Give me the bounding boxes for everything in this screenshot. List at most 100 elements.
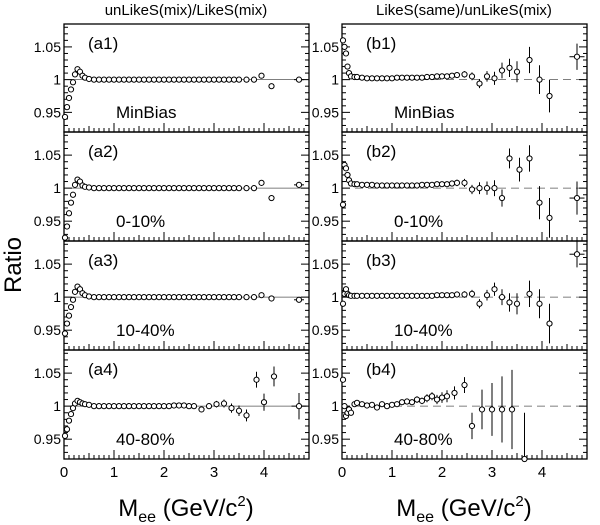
marker [398, 399, 406, 406]
marker [358, 292, 366, 299]
marker [413, 74, 421, 81]
marker [145, 294, 153, 301]
data-point [413, 74, 421, 81]
data-point [145, 403, 153, 410]
data-point [448, 292, 456, 299]
data-point [213, 400, 220, 408]
data-point [438, 392, 446, 403]
marker [373, 404, 381, 411]
data-point [342, 50, 350, 57]
marker [185, 185, 193, 192]
data-point [85, 75, 93, 83]
marker [418, 181, 426, 188]
marker [165, 185, 173, 192]
marker [573, 53, 581, 60]
y-tick-label: 1 [53, 180, 61, 196]
marker [339, 37, 347, 44]
marker [513, 300, 521, 307]
data-point [378, 182, 386, 189]
marker [403, 292, 411, 299]
data-point [451, 386, 458, 400]
marker [105, 76, 113, 83]
data-point [120, 185, 128, 192]
marker [453, 71, 461, 79]
data-point [268, 295, 275, 302]
y-tick-label: 0.95 [312, 431, 339, 447]
marker [268, 83, 275, 90]
marker [115, 185, 123, 192]
marker [461, 381, 468, 389]
data-point [433, 181, 441, 188]
marker [403, 398, 411, 405]
data-point [95, 294, 103, 301]
data-point [220, 399, 228, 408]
data-point [339, 300, 347, 307]
data-point [170, 402, 178, 409]
x-tick-label: 2 [438, 464, 446, 481]
marker [295, 403, 303, 410]
data-point [428, 392, 436, 401]
marker [213, 401, 220, 408]
data-point [100, 403, 108, 410]
marker [491, 286, 498, 293]
marker [105, 294, 113, 301]
data-point [190, 294, 198, 301]
marker [476, 300, 483, 307]
data-point [200, 76, 208, 83]
data-point [120, 403, 128, 410]
data-point [150, 294, 158, 301]
marker [368, 75, 376, 82]
marker [165, 76, 173, 83]
data-point [170, 294, 178, 301]
data-point [418, 74, 426, 81]
marker [210, 76, 218, 83]
data-point [294, 76, 304, 83]
marker [433, 292, 441, 299]
data-point [383, 403, 391, 410]
data-point [85, 293, 93, 300]
data-point [260, 393, 268, 411]
marker [160, 294, 168, 301]
panel-label: (b2) [366, 142, 396, 161]
data-point [69, 191, 77, 198]
data-point [491, 180, 498, 197]
data-point [115, 76, 123, 83]
marker [438, 73, 446, 80]
panel-label: (b3) [366, 251, 396, 270]
data-point [478, 389, 486, 430]
data-point [205, 76, 213, 83]
data-point [368, 75, 376, 82]
data-point [210, 185, 218, 192]
marker [235, 185, 243, 192]
data-point [145, 185, 153, 192]
data-point [67, 410, 75, 418]
marker [483, 292, 491, 299]
marker [438, 394, 446, 401]
centrality-label: 0-10% [116, 212, 165, 231]
marker [423, 73, 431, 81]
data-point [65, 312, 73, 319]
marker [190, 76, 198, 83]
marker [341, 403, 348, 410]
data-point [95, 185, 103, 192]
marker [408, 399, 416, 406]
marker [353, 399, 361, 406]
data-point [418, 181, 426, 188]
marker [205, 403, 213, 410]
marker [448, 292, 456, 299]
marker [130, 294, 138, 301]
data-point [294, 296, 304, 303]
data-point [569, 43, 585, 70]
marker [215, 294, 223, 301]
y-tick-label: 1.05 [312, 365, 339, 381]
panel-label: (a3) [88, 251, 118, 270]
marker [100, 403, 108, 410]
data-point [428, 292, 436, 299]
panels: 0.95 1 1.05 (a1) MinBias 0.95 1 1.05 (b1) MinBias… [34, 23, 588, 481]
x-axis-label-symbol: M [396, 495, 416, 522]
marker [165, 403, 173, 410]
marker [215, 76, 223, 83]
y-tick-label: 0.95 [34, 322, 61, 338]
panel-label: (b4) [366, 360, 396, 379]
data-point [393, 182, 401, 189]
